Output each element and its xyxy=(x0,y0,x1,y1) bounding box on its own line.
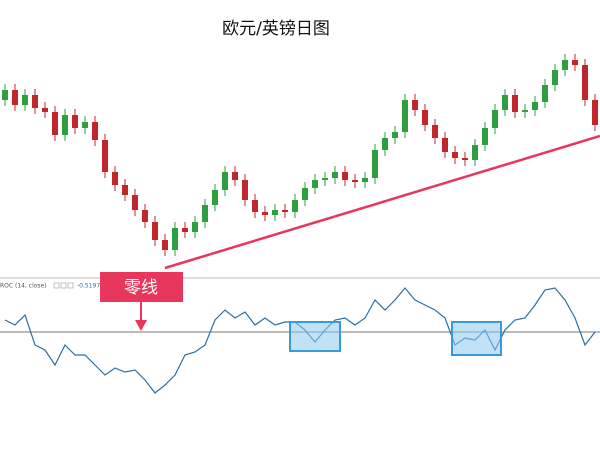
candle-body xyxy=(582,65,588,100)
candle-body xyxy=(342,172,348,180)
candle-body xyxy=(2,90,8,100)
candle-body xyxy=(102,140,108,172)
candle-body xyxy=(592,100,598,125)
candle-body xyxy=(322,178,328,180)
candle-body xyxy=(292,200,298,212)
annotation-arrowhead xyxy=(135,320,147,331)
icon xyxy=(67,282,74,289)
candle-body xyxy=(462,158,468,160)
candle-body xyxy=(192,222,198,232)
candle-body xyxy=(252,200,258,212)
indicator-value: -0.5197 xyxy=(77,283,100,290)
candle-body xyxy=(32,95,38,108)
trend-line xyxy=(164,134,600,270)
candle-body xyxy=(532,102,538,110)
candle-body xyxy=(42,108,48,112)
candle-body xyxy=(302,188,308,200)
candle-body xyxy=(72,115,78,128)
candle-body xyxy=(352,180,358,182)
candle-body xyxy=(182,228,188,232)
icon xyxy=(60,282,67,289)
candle-body xyxy=(142,210,148,222)
candle-body xyxy=(242,180,248,200)
candle-body xyxy=(332,172,338,178)
candle-body xyxy=(432,125,438,138)
candle-body xyxy=(12,90,18,105)
chart-title: 欧元/英镑日图 xyxy=(222,19,330,39)
candle-body xyxy=(52,112,58,135)
candle-body xyxy=(562,60,568,70)
candle-body xyxy=(312,180,318,188)
candle-body xyxy=(202,205,208,222)
candle-body xyxy=(222,172,228,190)
candle-body xyxy=(422,110,428,125)
candle-body xyxy=(232,172,238,180)
candle-body xyxy=(82,122,88,128)
annotation-box xyxy=(100,272,183,302)
annotation-text: 零线 xyxy=(124,278,158,298)
candle-body xyxy=(522,110,528,112)
candle-body xyxy=(482,128,488,145)
candle-body xyxy=(212,190,218,205)
candle-body xyxy=(402,100,408,132)
candle-body xyxy=(452,152,458,158)
candle-body xyxy=(152,222,158,240)
candle-body xyxy=(272,210,278,215)
candle-body xyxy=(282,210,288,212)
candle-body xyxy=(122,185,128,195)
highlight-box xyxy=(289,321,341,352)
candle-body xyxy=(362,178,368,182)
candle-body xyxy=(552,70,558,85)
indicator-label: ROC (14, close) xyxy=(0,283,47,290)
candle-body xyxy=(442,138,448,152)
candle-body xyxy=(512,95,518,112)
highlight-box xyxy=(451,321,502,356)
candle-body xyxy=(502,95,508,110)
candle-body xyxy=(572,60,578,65)
candle-body xyxy=(112,172,118,185)
candle-body xyxy=(372,150,378,178)
candle-body xyxy=(162,240,168,250)
candle-body xyxy=(62,115,68,135)
icon xyxy=(53,282,60,289)
candle-body xyxy=(472,145,478,160)
candle-body xyxy=(172,228,178,250)
candle-body xyxy=(412,100,418,110)
candle-body xyxy=(22,95,28,105)
candle-body xyxy=(382,138,388,150)
candle-body xyxy=(132,195,138,210)
candle-body xyxy=(262,212,268,215)
candle-body xyxy=(392,132,398,138)
candle-body xyxy=(92,122,98,140)
candle-body xyxy=(542,85,548,102)
candle-body xyxy=(492,110,498,128)
